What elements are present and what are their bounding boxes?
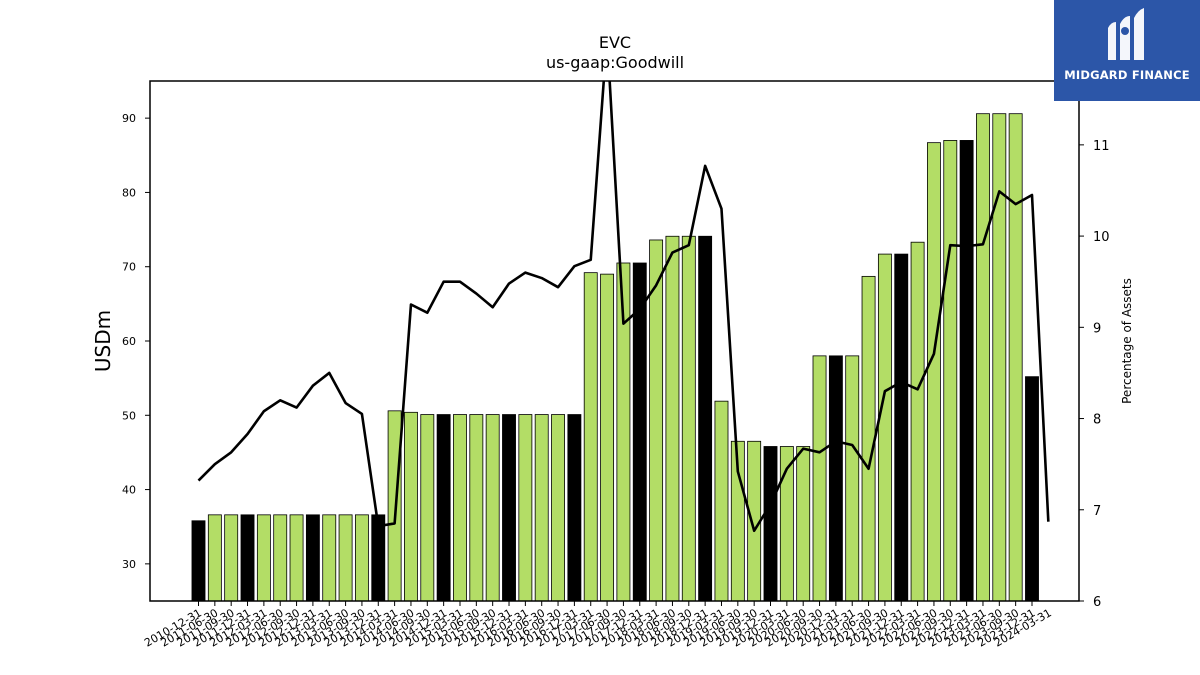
goodwill-bar — [289, 514, 304, 602]
goodwill-bar — [665, 235, 680, 602]
goodwill-bar — [812, 355, 827, 602]
goodwill-bar — [828, 355, 843, 602]
goodwill-bar — [354, 514, 369, 602]
goodwill-bar — [681, 235, 696, 602]
goodwill-bar — [910, 241, 925, 602]
line-series — [197, 81, 1050, 533]
chart-title: EVC — [599, 33, 631, 52]
goodwill-bar — [387, 410, 402, 602]
goodwill-bar — [877, 253, 892, 602]
y2-tick-label: 11 — [1093, 139, 1110, 154]
y-tick-label: 30 — [122, 558, 136, 571]
y2-tick-label: 10 — [1093, 230, 1110, 245]
chart-subtitle: us-gaap:Goodwill — [546, 53, 684, 72]
x-axis-ticks: 2010-12-312011-06-302011-09-302011-12-31… — [142, 601, 1054, 650]
goodwill-bar — [371, 514, 386, 602]
goodwill-bar — [943, 140, 958, 602]
goodwill-bar — [224, 514, 239, 602]
goodwill-bar — [436, 414, 451, 602]
right-axis-ticks: 6 7 8 9 10 11 — [1079, 139, 1110, 610]
goodwill-bar — [927, 142, 941, 602]
goodwill-bar — [845, 355, 860, 602]
y-tick-label: 60 — [122, 335, 136, 348]
y2-tick-label: 7 — [1093, 504, 1101, 519]
midgard-finance-logo: MIDGARD FINANCE — [1054, 0, 1200, 101]
y2-axis-label: Percentage of Assets — [1120, 278, 1134, 404]
goodwill-bar — [404, 411, 418, 602]
y-axis-label: USDm — [91, 310, 115, 372]
goodwill-bar — [861, 275, 876, 602]
goodwill-bar — [207, 514, 222, 602]
goodwill-bar — [714, 400, 729, 602]
y2-tick-label: 9 — [1093, 321, 1101, 336]
goodwill-bar — [485, 414, 500, 602]
goodwill-bar — [763, 446, 778, 602]
goodwill-bar — [600, 273, 615, 602]
y2-tick-label: 6 — [1093, 595, 1101, 610]
goodwill-bar — [551, 414, 565, 602]
y-tick-label: 70 — [122, 261, 136, 274]
y-tick-label: 80 — [122, 186, 136, 199]
percentage-of-assets-line — [197, 81, 1050, 533]
goodwill-bar — [534, 414, 549, 602]
goodwill-bar — [256, 514, 271, 602]
goodwill-bar — [453, 414, 467, 602]
goodwill-bar — [338, 514, 353, 602]
y-tick-label: 40 — [122, 484, 136, 497]
goodwill-bar — [518, 414, 533, 602]
y-tick-label: 90 — [122, 112, 136, 125]
goodwill-bar — [502, 414, 516, 602]
goodwill-bar — [322, 514, 337, 602]
goodwill-bar — [959, 140, 974, 602]
goodwill-bar — [894, 253, 909, 602]
y-tick-label: 50 — [122, 409, 136, 422]
goodwill-bar — [567, 414, 582, 602]
midgard-logo-icon — [1108, 8, 1144, 60]
goodwill-bar — [796, 446, 811, 602]
goodwill-bar — [1008, 113, 1023, 602]
goodwill-bar — [1025, 376, 1039, 602]
goodwill-bar — [976, 113, 990, 602]
goodwill-bar — [698, 235, 713, 602]
goodwill-bar — [583, 272, 598, 602]
goodwill-bar — [305, 514, 320, 602]
goodwill-bar — [469, 414, 484, 602]
goodwill-bar — [992, 113, 1007, 602]
left-axis-ticks: 30 40 50 60 70 80 90 — [122, 112, 150, 571]
goodwill-bar — [420, 414, 435, 602]
goodwill-bar — [191, 520, 206, 602]
goodwill-bar — [240, 514, 255, 602]
brand-name: MIDGARD FINANCE — [1064, 68, 1190, 82]
goodwill-bar — [273, 514, 288, 602]
y2-tick-label: 8 — [1093, 413, 1101, 428]
